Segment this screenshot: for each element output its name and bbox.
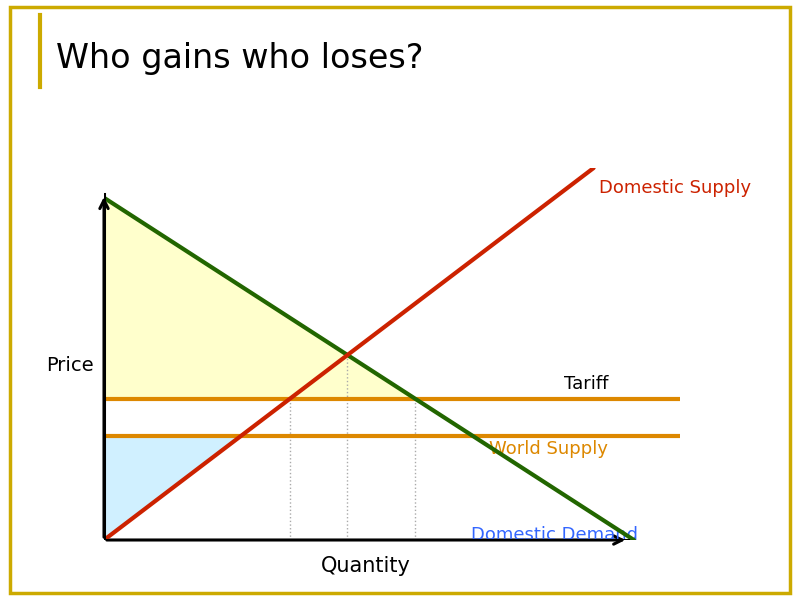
Text: Who gains who loses?: Who gains who loses?: [56, 42, 423, 75]
Text: Domestic Supply: Domestic Supply: [599, 179, 751, 197]
Text: Price: Price: [46, 356, 94, 374]
Text: Quantity: Quantity: [321, 556, 411, 576]
Text: Domestic Demand: Domestic Demand: [471, 526, 638, 544]
Text: Tariff: Tariff: [564, 375, 608, 393]
Text: World Supply: World Supply: [489, 440, 608, 458]
Polygon shape: [104, 198, 415, 398]
Polygon shape: [104, 436, 241, 540]
